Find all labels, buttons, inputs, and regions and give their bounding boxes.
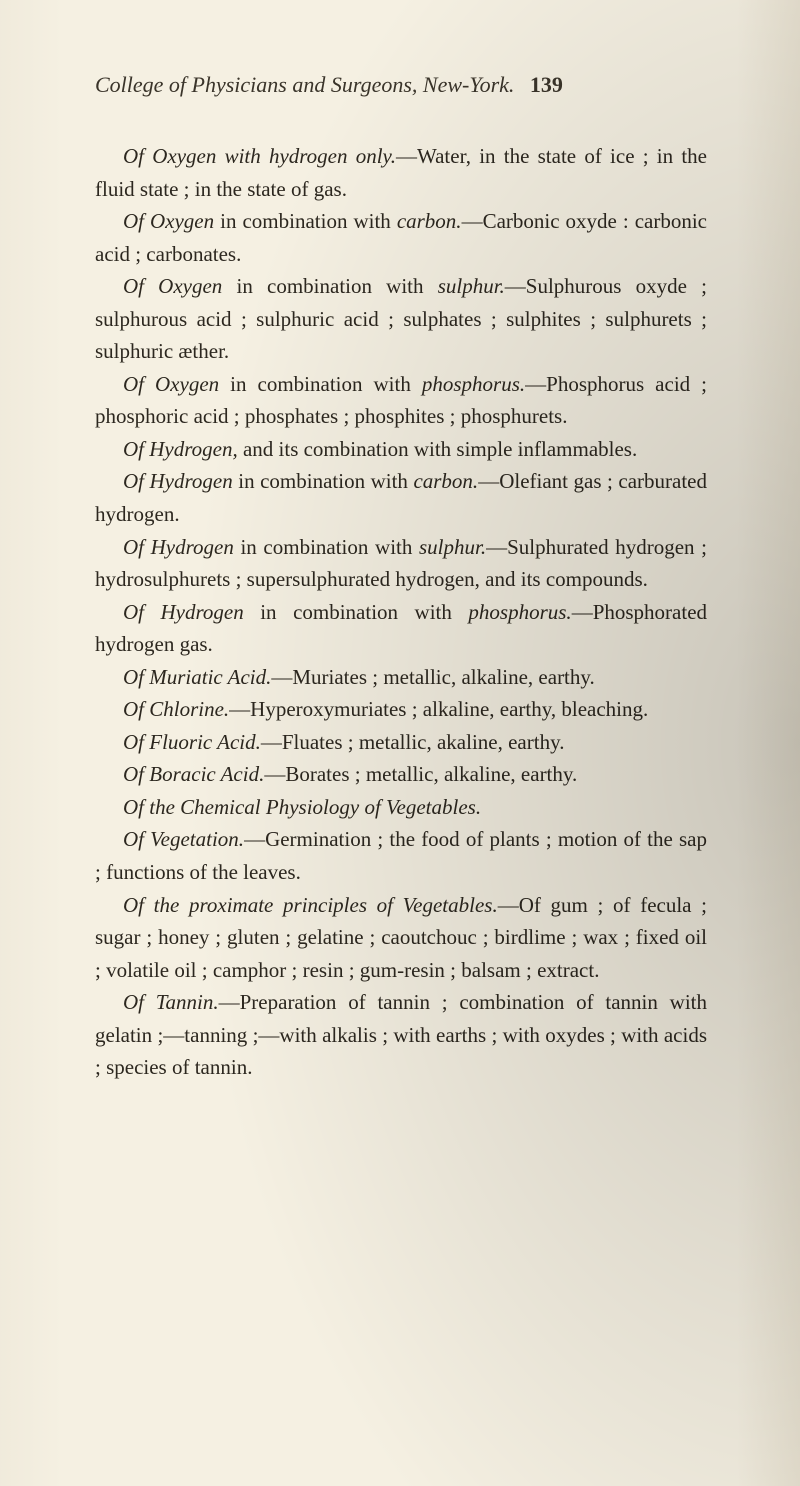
paragraph: Of Chlorine.—Hyperoxymuriates ; alkaline… <box>95 693 707 726</box>
page-number: 139 <box>530 72 563 97</box>
paragraph: Of the proximate principles of Vegetable… <box>95 889 707 987</box>
page-content: College of Physicians and Surgeons, New-… <box>95 72 707 1084</box>
paragraph: Of Oxygen with hydrogen only.—Water, in … <box>95 140 707 205</box>
paragraph: Of Fluoric Acid.—Fluates ; metallic, aka… <box>95 726 707 759</box>
running-head: College of Physicians and Surgeons, New-… <box>95 72 707 98</box>
body-text: Of Oxygen with hydrogen only.—Water, in … <box>95 140 707 1084</box>
paragraph: Of Tannin.—Preparation of tannin ; combi… <box>95 986 707 1084</box>
paragraph: Of Oxygen in combination with phosphorus… <box>95 368 707 433</box>
paragraph: Of Muriatic Acid.—Muriates ; metallic, a… <box>95 661 707 694</box>
paragraph: Of Oxygen in combination with carbon.—Ca… <box>95 205 707 270</box>
paragraph: Of Hydrogen in combination with carbon.—… <box>95 465 707 530</box>
paragraph: Of the Chemical Physiology of Vegetables… <box>95 791 707 824</box>
paragraph: Of Hydrogen in combination with sulphur.… <box>95 531 707 596</box>
paragraph: Of Vegetation.—Germination ; the food of… <box>95 823 707 888</box>
running-head-title: College of Physicians and Surgeons, New-… <box>95 72 514 97</box>
paragraph: Of Boracic Acid.—Borates ; metallic, alk… <box>95 758 707 791</box>
paragraph: Of Hydrogen, and its combination with si… <box>95 433 707 466</box>
paragraph: Of Hydrogen in combination with phosphor… <box>95 596 707 661</box>
paragraph: Of Oxygen in combination with sulphur.—S… <box>95 270 707 368</box>
